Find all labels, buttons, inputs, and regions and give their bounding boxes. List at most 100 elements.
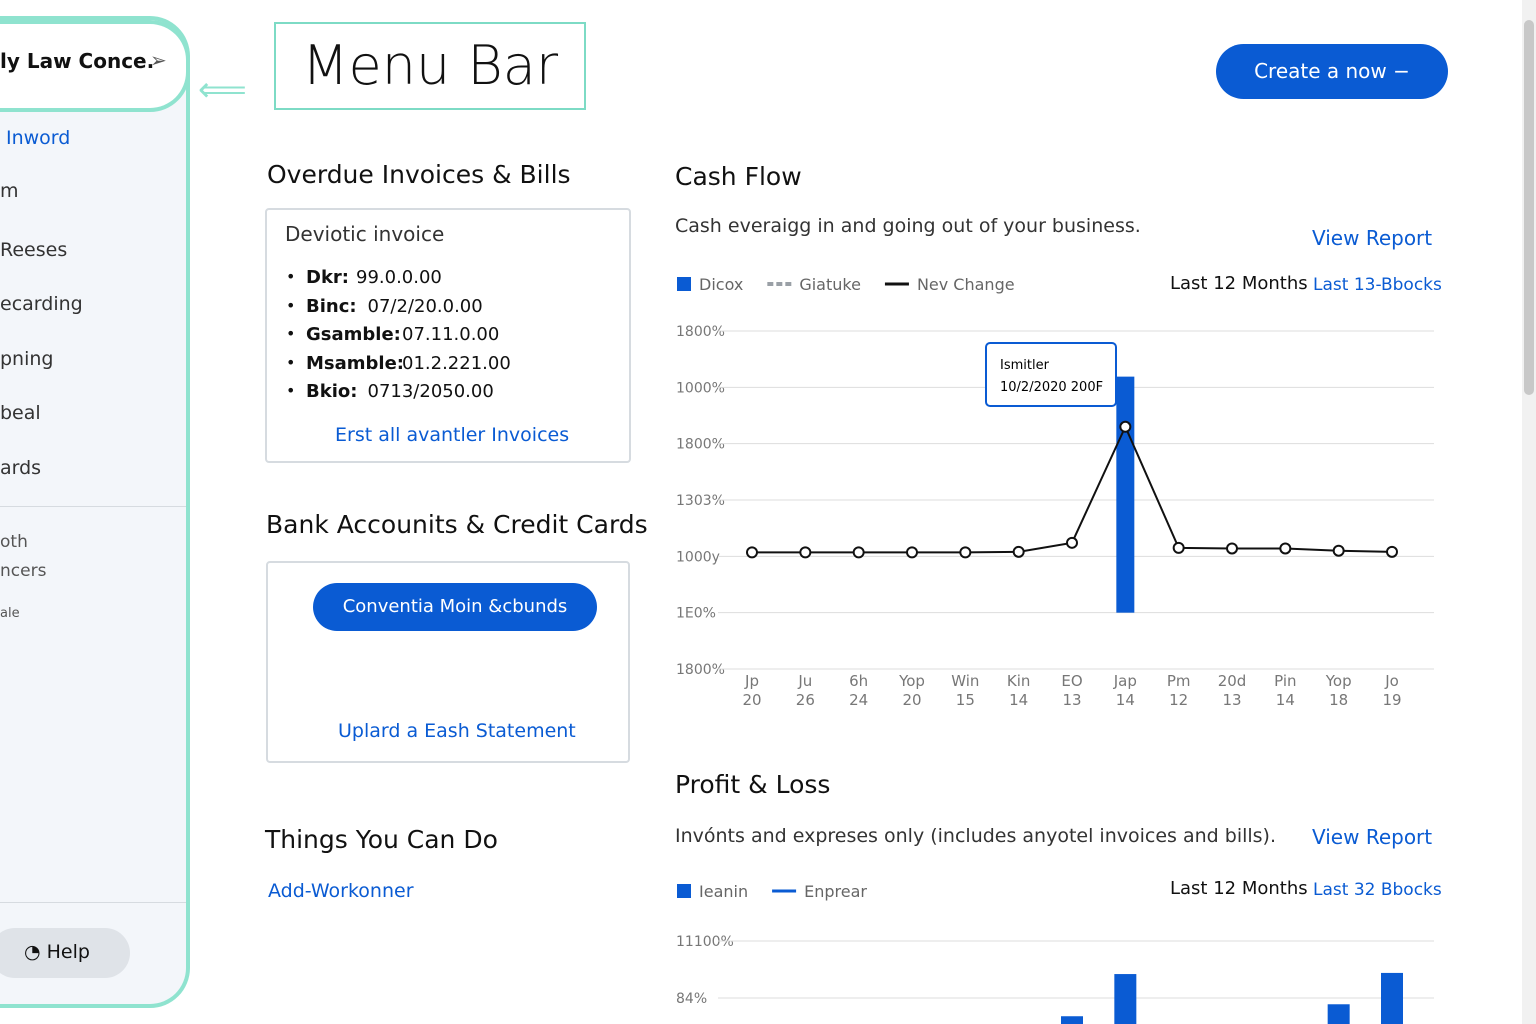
bullet: • — [286, 381, 296, 400]
point — [746, 546, 758, 559]
x-tick-label: Jap — [1113, 672, 1137, 690]
item-value: 07/2/20.0.00 — [367, 295, 483, 317]
arrow: ➢ — [150, 48, 167, 72]
item-label: Bkio: — [306, 381, 358, 402]
nav-item: Inword — [6, 127, 71, 149]
help-button[interactable] — [0, 928, 130, 978]
point — [1012, 545, 1025, 558]
nav-item: m — [0, 180, 19, 202]
things-link[interactable]: Add-Workonner — [268, 880, 414, 902]
x-tick-label: 13 — [1222, 691, 1241, 709]
callout-arrow: ⟸ — [198, 70, 247, 110]
period: Last 12 Months — [1170, 878, 1308, 899]
x-tick-label: Jp — [744, 672, 759, 690]
y-tick-label: 1303% — [676, 493, 725, 509]
x-tick-label: Win — [951, 672, 979, 690]
legend-label: Dicox — [699, 275, 743, 294]
sidebar — [0, 16, 190, 1008]
bar — [1327, 1004, 1350, 1024]
x-tick-label: 19 — [1382, 691, 1401, 709]
x-tick-label: 14 — [1116, 691, 1135, 709]
nav-item: pning — [0, 348, 54, 370]
section-title: Cash Flow — [675, 162, 802, 191]
bullet: • — [286, 267, 296, 286]
help-label: ◔ Help — [24, 941, 90, 963]
bar — [1114, 974, 1137, 1024]
bullet: • — [286, 324, 296, 343]
point — [1386, 545, 1398, 558]
y-tick-label: 1000y — [676, 549, 720, 565]
x-tick-label: 6h — [849, 672, 868, 690]
tooltip-value: 10/2/2020 200F — [1000, 380, 1103, 395]
card-title: Deviotic invoice — [285, 222, 445, 246]
nav-item: ecarding — [0, 293, 83, 315]
create-label: Create a now — [1254, 59, 1387, 83]
item-label: Gsamble: — [306, 324, 401, 345]
x-tick-label: 12 — [1169, 691, 1188, 709]
y-tick-label: 1E0% — [676, 606, 716, 622]
divider — [0, 506, 186, 507]
bar — [1381, 972, 1403, 1024]
section-title: Profit & Loss — [675, 770, 831, 799]
item-label: Msamble: — [306, 352, 404, 374]
tooltip — [985, 342, 1117, 407]
period-link[interactable]: Last 32 Bbocks — [1313, 880, 1442, 900]
bar — [1061, 1016, 1083, 1024]
point — [1279, 542, 1292, 555]
subtitle: Cash everaigg in and going out of your b… — [675, 215, 1141, 237]
connect-button[interactable]: Conventia Moin &cbunds — [313, 583, 597, 631]
x-tick-label: EO — [1061, 672, 1082, 690]
upload-link[interactable]: Uplard a Eash Statement — [338, 720, 576, 742]
company-box[interactable] — [0, 20, 190, 112]
legend-label: Enprear — [804, 882, 867, 901]
bullet: • — [286, 352, 296, 372]
x-tick-label: Pm — [1167, 672, 1191, 690]
x-tick-label: Kin — [1007, 672, 1031, 690]
nav-item: beal — [0, 402, 41, 424]
item-value: 07.11.0.00 — [402, 324, 500, 345]
point — [1066, 536, 1078, 549]
section-title: Bank Accounits & Credit Cards — [266, 510, 648, 539]
y-tick-label: 1800% — [676, 662, 725, 678]
x-tick-label: 24 — [849, 691, 868, 709]
scrollbar — [1522, 0, 1536, 1024]
section-title: Overdue Invoices & Bills — [267, 160, 571, 189]
point — [906, 546, 918, 559]
x-tick-label: 18 — [1329, 691, 1348, 709]
y-tick-label: 84% — [676, 991, 707, 1007]
subtitle: Invónts and expreses only (includes anyo… — [675, 825, 1277, 847]
x-tick-label: Yop — [898, 672, 925, 690]
x-tick-label: 15 — [956, 691, 975, 709]
invoices-link[interactable]: Erst all avantler Invoices — [335, 424, 570, 446]
nav-item: ale — [0, 606, 20, 621]
point — [799, 546, 812, 559]
legend-label: Ieanin — [699, 882, 748, 901]
period-link[interactable]: Last 13-Bbocks — [1313, 275, 1442, 295]
tooltip-title: Ismitler — [1000, 358, 1050, 373]
x-tick-label: Jo — [1384, 672, 1399, 690]
x-tick-label: 14 — [1009, 691, 1028, 709]
line — [752, 424, 1393, 554]
x-tick-label: 20d — [1218, 672, 1247, 690]
point — [852, 546, 865, 559]
nav-item: ncers — [0, 561, 47, 581]
create-button[interactable]: Create a now − — [1216, 44, 1448, 99]
view-report[interactable]: View Report — [1312, 226, 1433, 250]
item-value: 0713/2050.00 — [367, 381, 494, 402]
help-text: Help — [46, 941, 90, 963]
item-label: Binc: — [306, 295, 357, 317]
nav-item: ards — [0, 457, 42, 479]
y-tick-label: 1800% — [676, 437, 725, 453]
point — [959, 546, 972, 559]
point — [1226, 542, 1238, 555]
x-tick-label: Ju — [797, 672, 812, 690]
nav-item: oth — [0, 532, 28, 552]
view-report[interactable]: View Report — [1312, 825, 1433, 849]
legend-label: Giatuke — [799, 275, 861, 294]
item-value: 01.2.221.00 — [402, 352, 511, 374]
item-value: 99.0.0.00 — [356, 267, 442, 288]
x-tick-label: Yop — [1325, 672, 1352, 690]
scroll-thumb[interactable] — [1524, 20, 1534, 395]
x-tick-label: 20 — [742, 691, 761, 709]
